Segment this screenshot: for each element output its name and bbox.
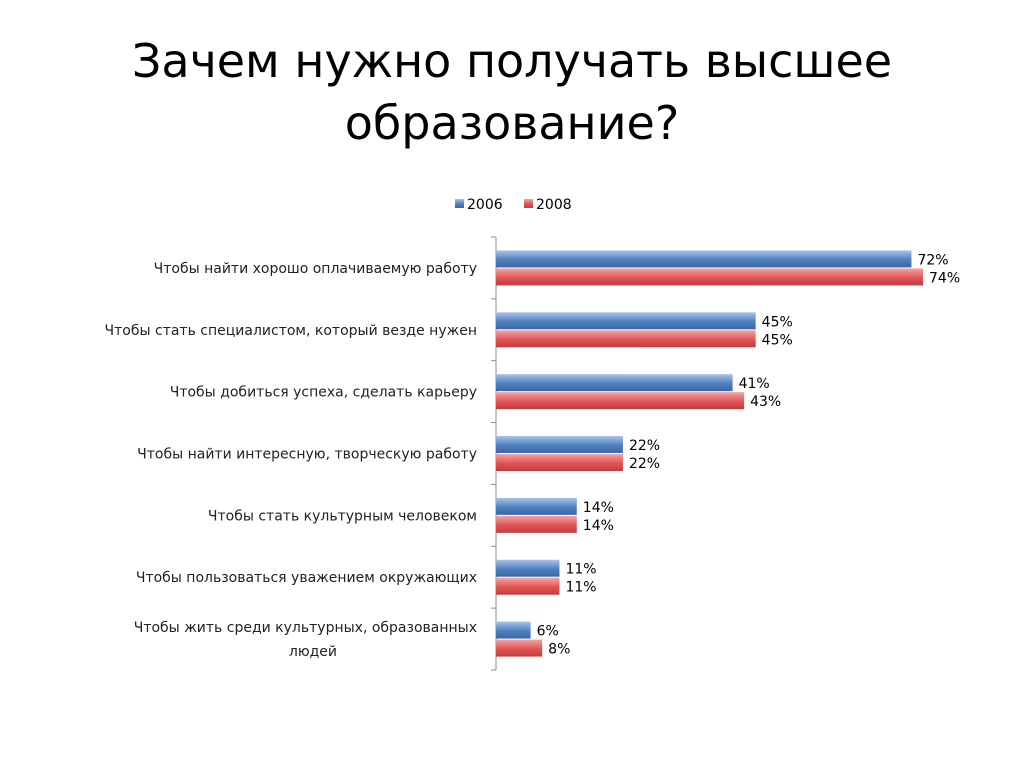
data-label-2008-4: 22% [629,456,660,472]
bar-2006-3 [496,374,733,392]
data-label-2008-6: 11% [565,580,596,596]
data-label-2008-3: 43% [750,394,781,410]
data-label-2006-2: 45% [762,314,793,330]
bar-2006-7 [496,621,531,639]
legend-label-2008: 2008 [536,197,572,213]
bar-2006-2 [496,312,756,330]
bar-2008-2 [496,330,756,348]
data-label-2006-3: 41% [739,376,770,392]
legend-label-2006: 2006 [467,197,503,213]
data-label-2006-1: 72% [917,252,948,268]
category-label-6: Чтобы пользоваться уважением окружающих [136,570,477,586]
slide-title-line-2: образование? [344,96,680,150]
bar-2006-4 [496,436,623,453]
legend-swatch-2008 [524,199,533,208]
bar-2006-6 [496,559,560,577]
data-label-2008-2: 45% [762,332,793,348]
data-label-2008-7: 8% [548,642,570,658]
chart-labels: 72% 74% Чтобы найти хорошо оплачиваемую ра… [105,252,961,660]
legend-swatch-2006 [455,199,464,208]
slide-title-line-1: Зачем нужно получать высшее [131,34,893,88]
bar-2008-7 [496,639,543,657]
bar-2006-1 [496,250,912,268]
bar-2008-5 [496,515,577,533]
category-label-7: Чтобы жить среди культурных, образованны… [134,620,477,660]
bar-2006-5 [496,497,577,515]
bar-2008-1 [496,268,923,286]
data-label-2006-5: 14% [583,500,614,516]
chart-legend: 2006 2008 [455,197,572,213]
chart-axis [491,236,497,671]
bar-2008-6 [496,577,560,595]
bar-2008-3 [496,392,745,410]
category-label-2: Чтобы стать специалистом, который везде … [105,323,477,339]
data-label-2006-6: 11% [565,562,596,578]
category-label-4: Чтобы найти интересную, творческую работ… [137,447,477,463]
data-label-2006-4: 22% [629,438,660,454]
bar-2008-4 [496,454,623,471]
category-label-5: Чтобы стать культурным человеком [208,508,477,524]
data-label-2008-5: 14% [583,518,614,534]
slide-title: Зачем нужно получать высшее образование? [0,30,1024,154]
data-label-2008-1: 74% [929,270,960,286]
chart-bars [496,250,923,657]
category-label-1: Чтобы найти хорошо оплачиваемую работу [154,261,477,277]
data-label-2006-7: 6% [537,624,559,640]
category-label-3: Чтобы добиться успеха, сделать карьеру [170,385,477,401]
